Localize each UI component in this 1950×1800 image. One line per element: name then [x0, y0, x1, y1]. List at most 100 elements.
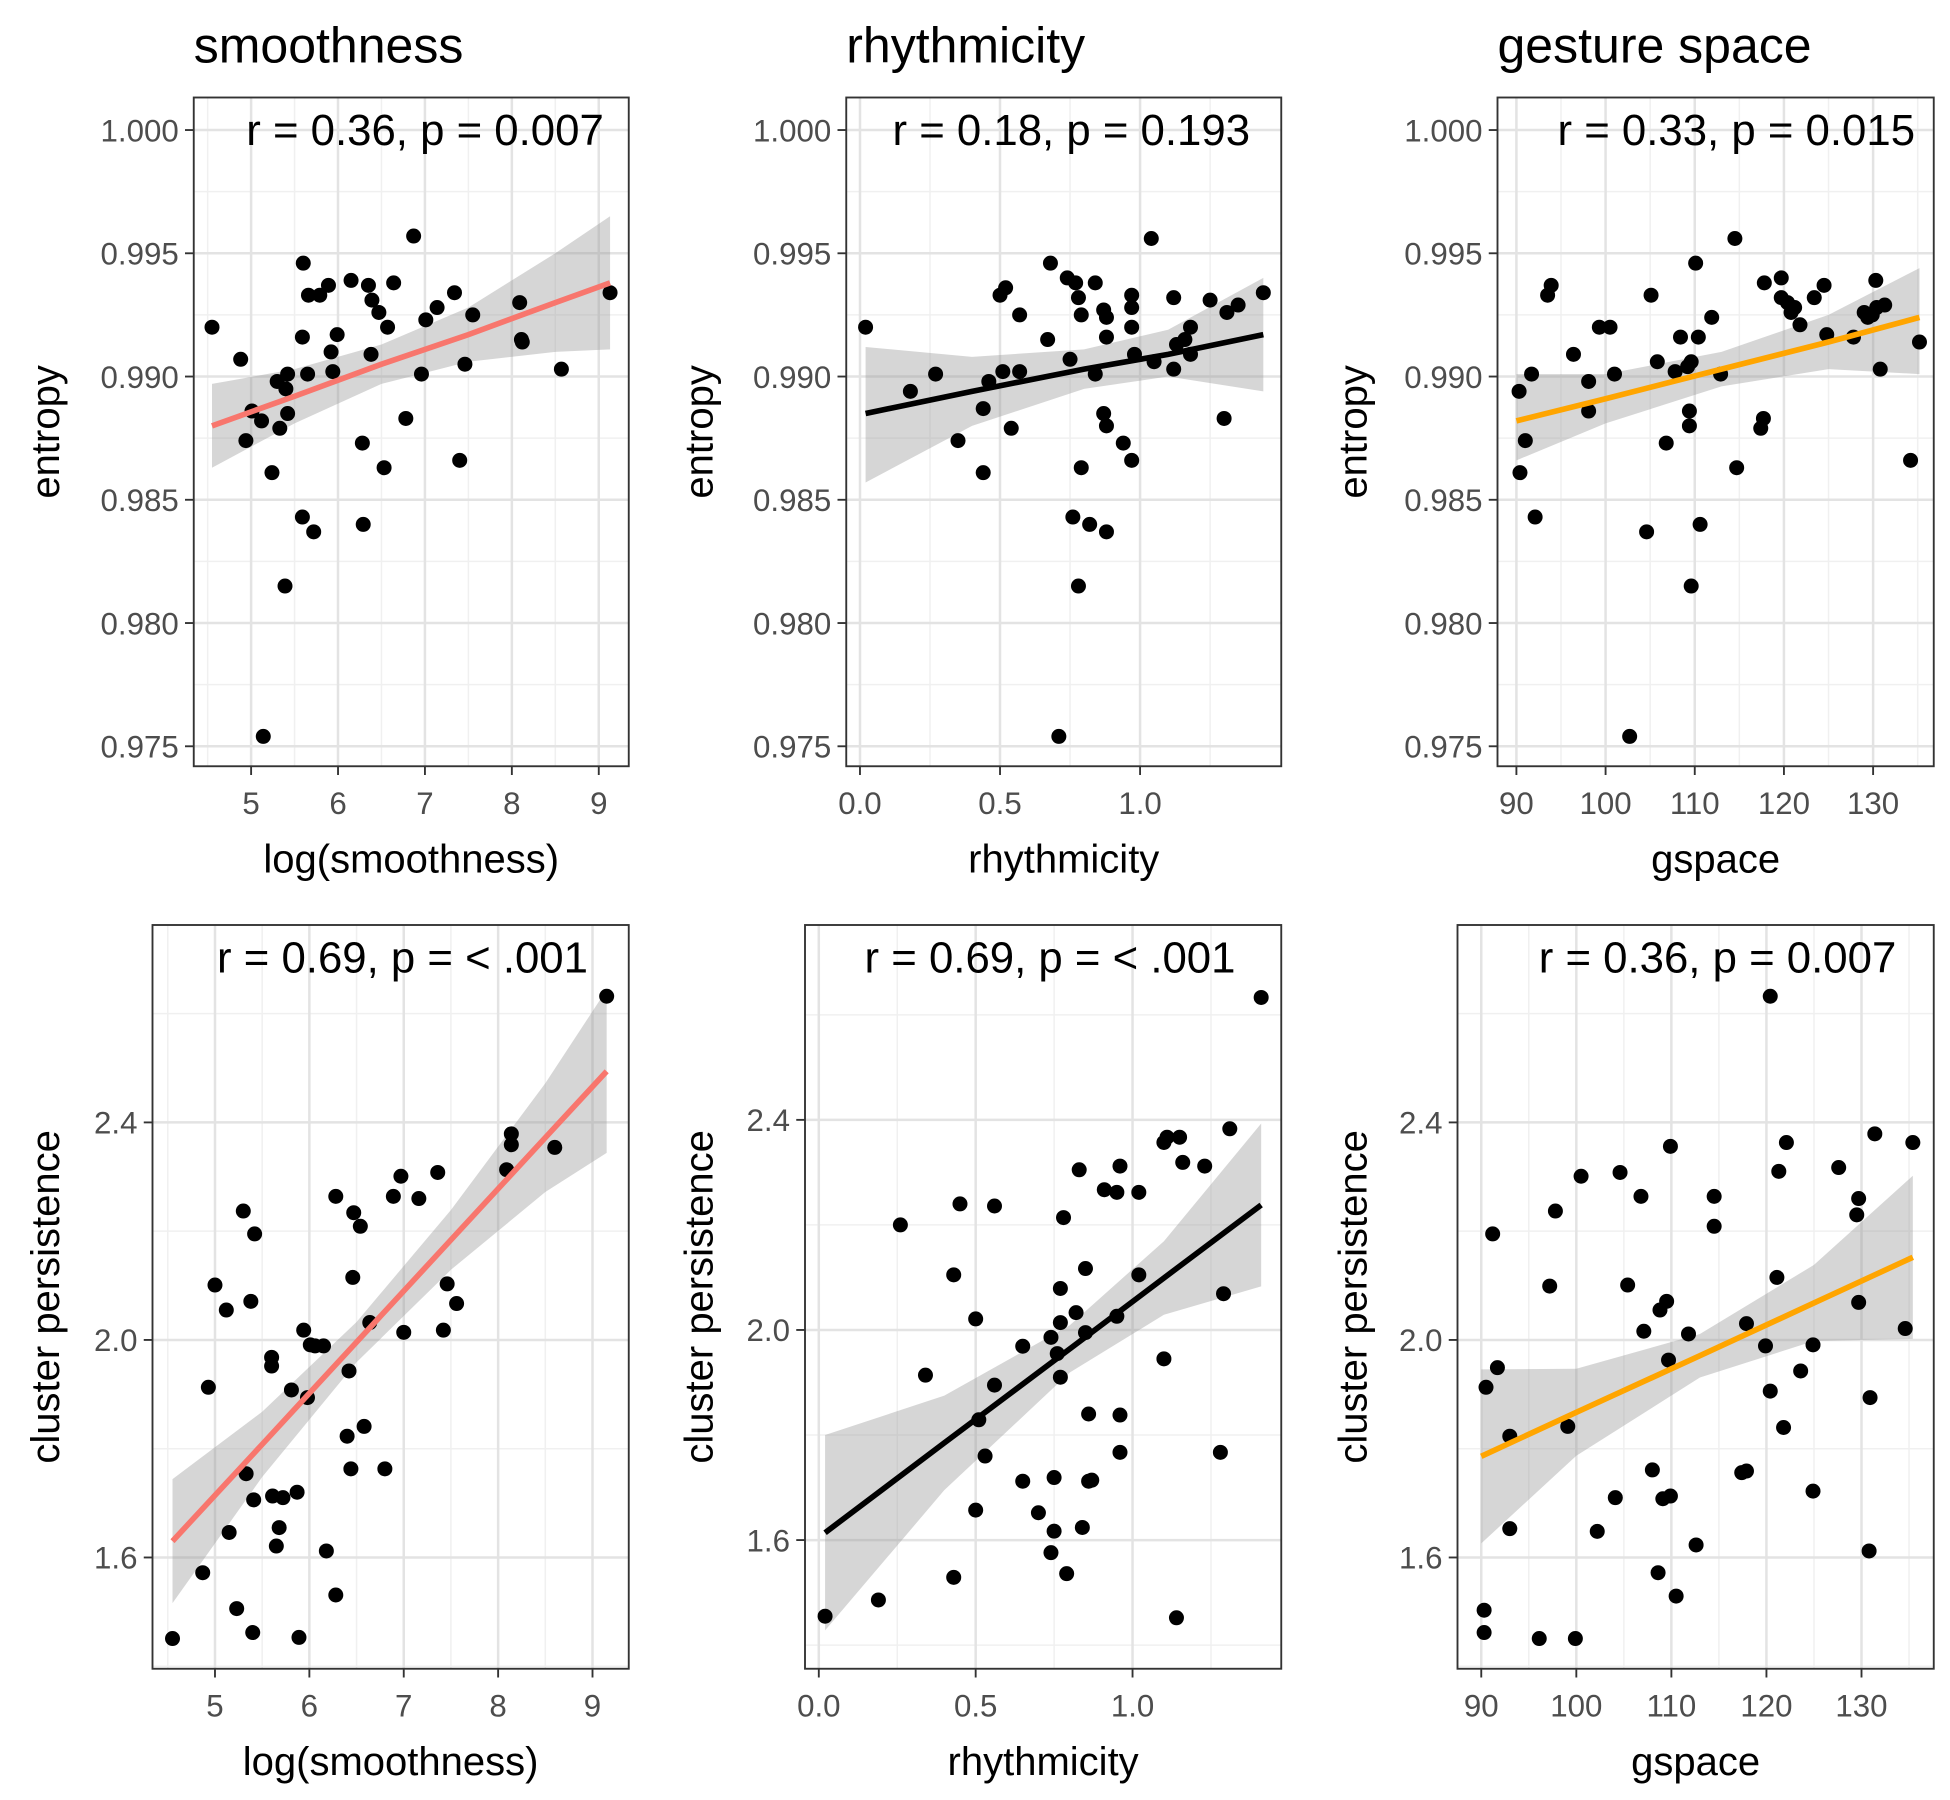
data-point [1012, 307, 1028, 323]
data-point [1658, 435, 1674, 451]
data-point [1738, 1316, 1754, 1332]
data-point [1787, 300, 1803, 316]
data-point [255, 728, 271, 744]
data-point [1098, 309, 1114, 325]
y-tick-label: 1.6 [1399, 1541, 1442, 1576]
data-point [975, 401, 991, 417]
data-point [1771, 1163, 1787, 1179]
panel-border [1456, 924, 1935, 1670]
panel-border [1496, 96, 1935, 768]
data-point [1681, 403, 1697, 419]
data-point [946, 1267, 962, 1283]
data-point [306, 524, 322, 540]
data-point [1778, 1135, 1794, 1151]
data-point [1074, 1519, 1090, 1535]
data-point [1650, 1565, 1666, 1581]
y-tick-label: 0.975 [101, 730, 179, 765]
data-point [1131, 1184, 1147, 1200]
data-point [328, 1188, 344, 1204]
data-point [291, 1629, 307, 1645]
x-axis-label: gspace [1631, 1740, 1760, 1784]
data-point [1478, 1379, 1494, 1395]
data-point [429, 300, 445, 316]
plot-background [1497, 97, 1934, 767]
data-point [345, 1269, 361, 1285]
data-point [1612, 1164, 1628, 1180]
data-point [1644, 1462, 1660, 1478]
data-point [1084, 1472, 1100, 1488]
x-tick-label: 120 [1740, 1688, 1792, 1723]
fit-line [170, 1069, 609, 1544]
y-tick-label: 0.990 [1404, 360, 1482, 395]
data-point [968, 1311, 984, 1327]
data-point [870, 1592, 886, 1608]
annotation: r = 0.33, p = 0.015 [1557, 106, 1915, 155]
data-point [352, 1218, 368, 1234]
data-point [1124, 452, 1140, 468]
data-point [1043, 1545, 1059, 1561]
annotation: r = 0.69, p = < .001 [865, 934, 1236, 983]
data-point [289, 1484, 305, 1500]
data-point [238, 1466, 254, 1482]
y-tick-label: 0.980 [753, 606, 831, 641]
data-point [1667, 364, 1683, 380]
data-point [1849, 1207, 1865, 1223]
plot-background [805, 925, 1282, 1669]
y-tick-label: 0.985 [101, 483, 179, 518]
data-point [1643, 287, 1659, 303]
data-point [354, 435, 370, 451]
data-point [1216, 1286, 1232, 1302]
y-tick-label: 0.975 [753, 730, 831, 765]
data-point [360, 277, 376, 293]
plot-background [152, 925, 629, 1669]
data-point [1112, 1444, 1128, 1460]
x-tick-label: 0.5 [954, 1688, 997, 1723]
data-point [377, 1461, 393, 1477]
data-point [465, 307, 481, 323]
data-point [1877, 297, 1893, 313]
data-point [356, 1418, 372, 1434]
data-point [1512, 465, 1528, 481]
data-point [1056, 1210, 1072, 1226]
y-tick-label: 1.000 [753, 113, 831, 148]
panel-border [151, 924, 630, 1670]
x-tick-label: 7 [395, 1688, 412, 1723]
data-point [1087, 275, 1103, 291]
data-point [1867, 1126, 1883, 1142]
y-tick-label: 2.4 [1399, 1106, 1442, 1141]
data-point [1769, 1269, 1785, 1285]
data-point [320, 277, 336, 293]
confidence-band [825, 1123, 1262, 1631]
data-point [602, 285, 618, 301]
panel: 90 100 110 120 130 1.6 2.0 2.4 r = 0.36, p = 0.0… [1331, 924, 1935, 1784]
y-tick-label: 0.985 [1404, 483, 1482, 518]
data-point [1531, 1631, 1547, 1647]
data-point [1168, 1610, 1184, 1626]
data-point [1517, 433, 1533, 449]
y-tick-label: 0.980 [101, 606, 179, 641]
x-tick-label: 8 [489, 1688, 506, 1723]
panel: 0.0 0.5 1.0 1.6 2.0 2.4 r = 0.69, p = < .001 rh… [678, 924, 1283, 1784]
data-point [503, 1126, 519, 1142]
y-tick-label: 0.990 [101, 360, 179, 395]
data-point [1602, 319, 1618, 335]
data-point [452, 452, 468, 468]
data-point [341, 1363, 357, 1379]
data-point [280, 406, 296, 422]
data-point [928, 366, 944, 382]
data-point [195, 1565, 211, 1581]
data-point [1177, 332, 1193, 348]
data-point [200, 1379, 216, 1395]
data-point [323, 344, 339, 360]
data-point [1230, 297, 1246, 313]
data-point [254, 413, 270, 429]
data-point [1706, 1188, 1722, 1204]
y-axis-label: entropy [1331, 365, 1375, 498]
data-point [233, 351, 249, 367]
data-point [264, 465, 280, 481]
annotation: r = 0.18, p = 0.193 [892, 106, 1250, 155]
data-point [1633, 1188, 1649, 1204]
data-point [380, 319, 396, 335]
data-point [1065, 509, 1081, 525]
data-point [316, 1338, 332, 1354]
